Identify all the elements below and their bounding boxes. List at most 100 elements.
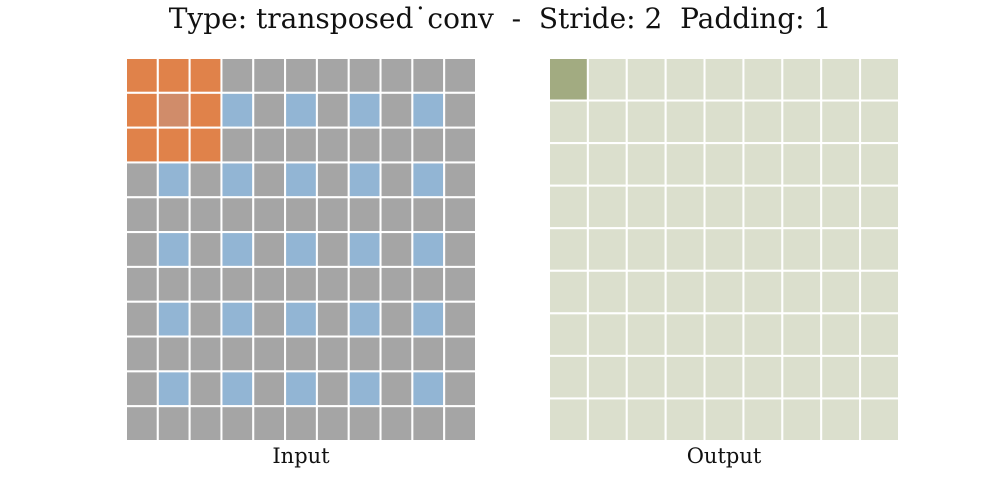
input-cell-r9-c9 bbox=[411, 370, 446, 408]
output-cell-r4-c3 bbox=[664, 227, 706, 272]
output-cell-r6-c7 bbox=[820, 312, 862, 357]
output-grid bbox=[548, 57, 900, 443]
input-cell-r10-c2 bbox=[188, 405, 223, 443]
output-cell-r2-c2 bbox=[625, 142, 667, 187]
input-cell-r1-c10 bbox=[443, 91, 478, 129]
input-cell-r9-c6 bbox=[315, 370, 350, 408]
input-cell-r5-c0 bbox=[125, 231, 159, 268]
input-cell-r7-c10 bbox=[443, 300, 478, 338]
input-cell-r5-c2 bbox=[188, 231, 223, 268]
input-cell-r1-c4 bbox=[252, 91, 287, 129]
output-cell-r7-c8 bbox=[859, 354, 900, 400]
output-cell-r8-c0 bbox=[548, 397, 589, 443]
input-cell-r7-c6 bbox=[315, 300, 350, 338]
output-cell-r5-c1 bbox=[586, 269, 628, 315]
output-cell-r1-c4 bbox=[703, 99, 745, 145]
output-cell-r3-c8 bbox=[859, 184, 900, 230]
input-cell-r4-c4 bbox=[252, 196, 287, 234]
input-cell-r1-c6 bbox=[315, 91, 350, 129]
input-cell-r2-c2 bbox=[188, 126, 223, 164]
input-cell-r3-c5 bbox=[284, 161, 318, 199]
output-cell-r7-c7 bbox=[820, 354, 862, 400]
input-cell-r0-c7 bbox=[347, 57, 382, 94]
output-cell-r4-c1 bbox=[586, 227, 628, 272]
output-cell-r5-c8 bbox=[859, 269, 900, 315]
input-cell-r1-c5 bbox=[284, 91, 318, 129]
output-cell-r7-c0 bbox=[548, 354, 589, 400]
input-cell-r5-c10 bbox=[443, 231, 478, 268]
input-cell-r1-c1 bbox=[156, 91, 191, 129]
input-cell-r7-c9 bbox=[411, 300, 446, 338]
input-cell-r0-c1 bbox=[156, 57, 191, 94]
input-cell-r6-c2 bbox=[188, 265, 223, 303]
output-cell-r4-c0 bbox=[548, 227, 589, 272]
input-cell-r10-c1 bbox=[156, 405, 191, 443]
input-cell-r2-c9 bbox=[411, 126, 446, 164]
input-cell-r8-c6 bbox=[315, 335, 350, 373]
input-cell-r6-c10 bbox=[443, 265, 478, 303]
output-cell-r3-c7 bbox=[820, 184, 862, 230]
output-cell-r8-c6 bbox=[781, 397, 823, 443]
input-cell-r3-c9 bbox=[411, 161, 446, 199]
output-cell-r2-c3 bbox=[664, 142, 706, 187]
input-cell-r5-c8 bbox=[379, 231, 414, 268]
input-cell-r7-c7 bbox=[347, 300, 382, 338]
input-cell-r5-c4 bbox=[252, 231, 287, 268]
input-cell-r8-c1 bbox=[156, 335, 191, 373]
output-cell-r0-c7 bbox=[820, 57, 862, 102]
output-cell-r7-c2 bbox=[625, 354, 667, 400]
input-cell-r6-c0 bbox=[125, 265, 159, 303]
input-cell-r5-c3 bbox=[220, 231, 255, 268]
output-cell-r8-c4 bbox=[703, 397, 745, 443]
input-cell-r9-c5 bbox=[284, 370, 318, 408]
output-cell-r5-c5 bbox=[742, 269, 784, 315]
output-cell-r1-c1 bbox=[586, 99, 628, 145]
output-cell-r3-c2 bbox=[625, 184, 667, 230]
input-cell-r8-c8 bbox=[379, 335, 414, 373]
input-cell-r4-c7 bbox=[347, 196, 382, 234]
output-cell-r4-c8 bbox=[859, 227, 900, 272]
output-cell-r6-c5 bbox=[742, 312, 784, 357]
output-cell-r5-c3 bbox=[664, 269, 706, 315]
input-cell-r8-c10 bbox=[443, 335, 478, 373]
input-cell-r10-c3 bbox=[220, 405, 255, 443]
input-cell-r2-c7 bbox=[347, 126, 382, 164]
input-cell-r0-c4 bbox=[252, 57, 287, 94]
output-cell-r6-c6 bbox=[781, 312, 823, 357]
input-cell-r6-c5 bbox=[284, 265, 318, 303]
output-cell-r1-c2 bbox=[625, 99, 667, 145]
output-cell-r8-c7 bbox=[820, 397, 862, 443]
input-cell-r7-c1 bbox=[156, 300, 191, 338]
input-cell-r5-c5 bbox=[284, 231, 318, 268]
input-cell-r5-c6 bbox=[315, 231, 350, 268]
input-label: Input bbox=[272, 444, 330, 468]
output-cell-r3-c0 bbox=[548, 184, 589, 230]
output-cell-r7-c5 bbox=[742, 354, 784, 400]
input-cell-r6-c1 bbox=[156, 265, 191, 303]
input-cell-r5-c7 bbox=[347, 231, 382, 268]
output-cell-r2-c1 bbox=[586, 142, 628, 187]
output-cell-r8-c1 bbox=[586, 397, 628, 443]
output-cell-r6-c8 bbox=[859, 312, 900, 357]
input-cell-r7-c2 bbox=[188, 300, 223, 338]
input-cell-r7-c4 bbox=[252, 300, 287, 338]
input-cell-r6-c9 bbox=[411, 265, 446, 303]
input-cell-r5-c9 bbox=[411, 231, 446, 268]
input-cell-r4-c6 bbox=[315, 196, 350, 234]
input-cell-r7-c5 bbox=[284, 300, 318, 338]
output-cell-r0-c8 bbox=[859, 57, 900, 102]
input-cell-r9-c1 bbox=[156, 370, 191, 408]
output-cell-r0-c0 bbox=[548, 57, 589, 102]
output-cell-r1-c3 bbox=[664, 99, 706, 145]
output-cell-r7-c6 bbox=[781, 354, 823, 400]
output-cell-r1-c7 bbox=[820, 99, 862, 145]
input-cell-r9-c7 bbox=[347, 370, 382, 408]
input-cell-r2-c0 bbox=[125, 126, 159, 164]
input-cell-r2-c5 bbox=[284, 126, 318, 164]
output-cell-r0-c2 bbox=[625, 57, 667, 102]
input-cell-r10-c5 bbox=[284, 405, 318, 443]
output-cell-r3-c1 bbox=[586, 184, 628, 230]
input-cell-r4-c8 bbox=[379, 196, 414, 234]
output-cell-r1-c6 bbox=[781, 99, 823, 145]
